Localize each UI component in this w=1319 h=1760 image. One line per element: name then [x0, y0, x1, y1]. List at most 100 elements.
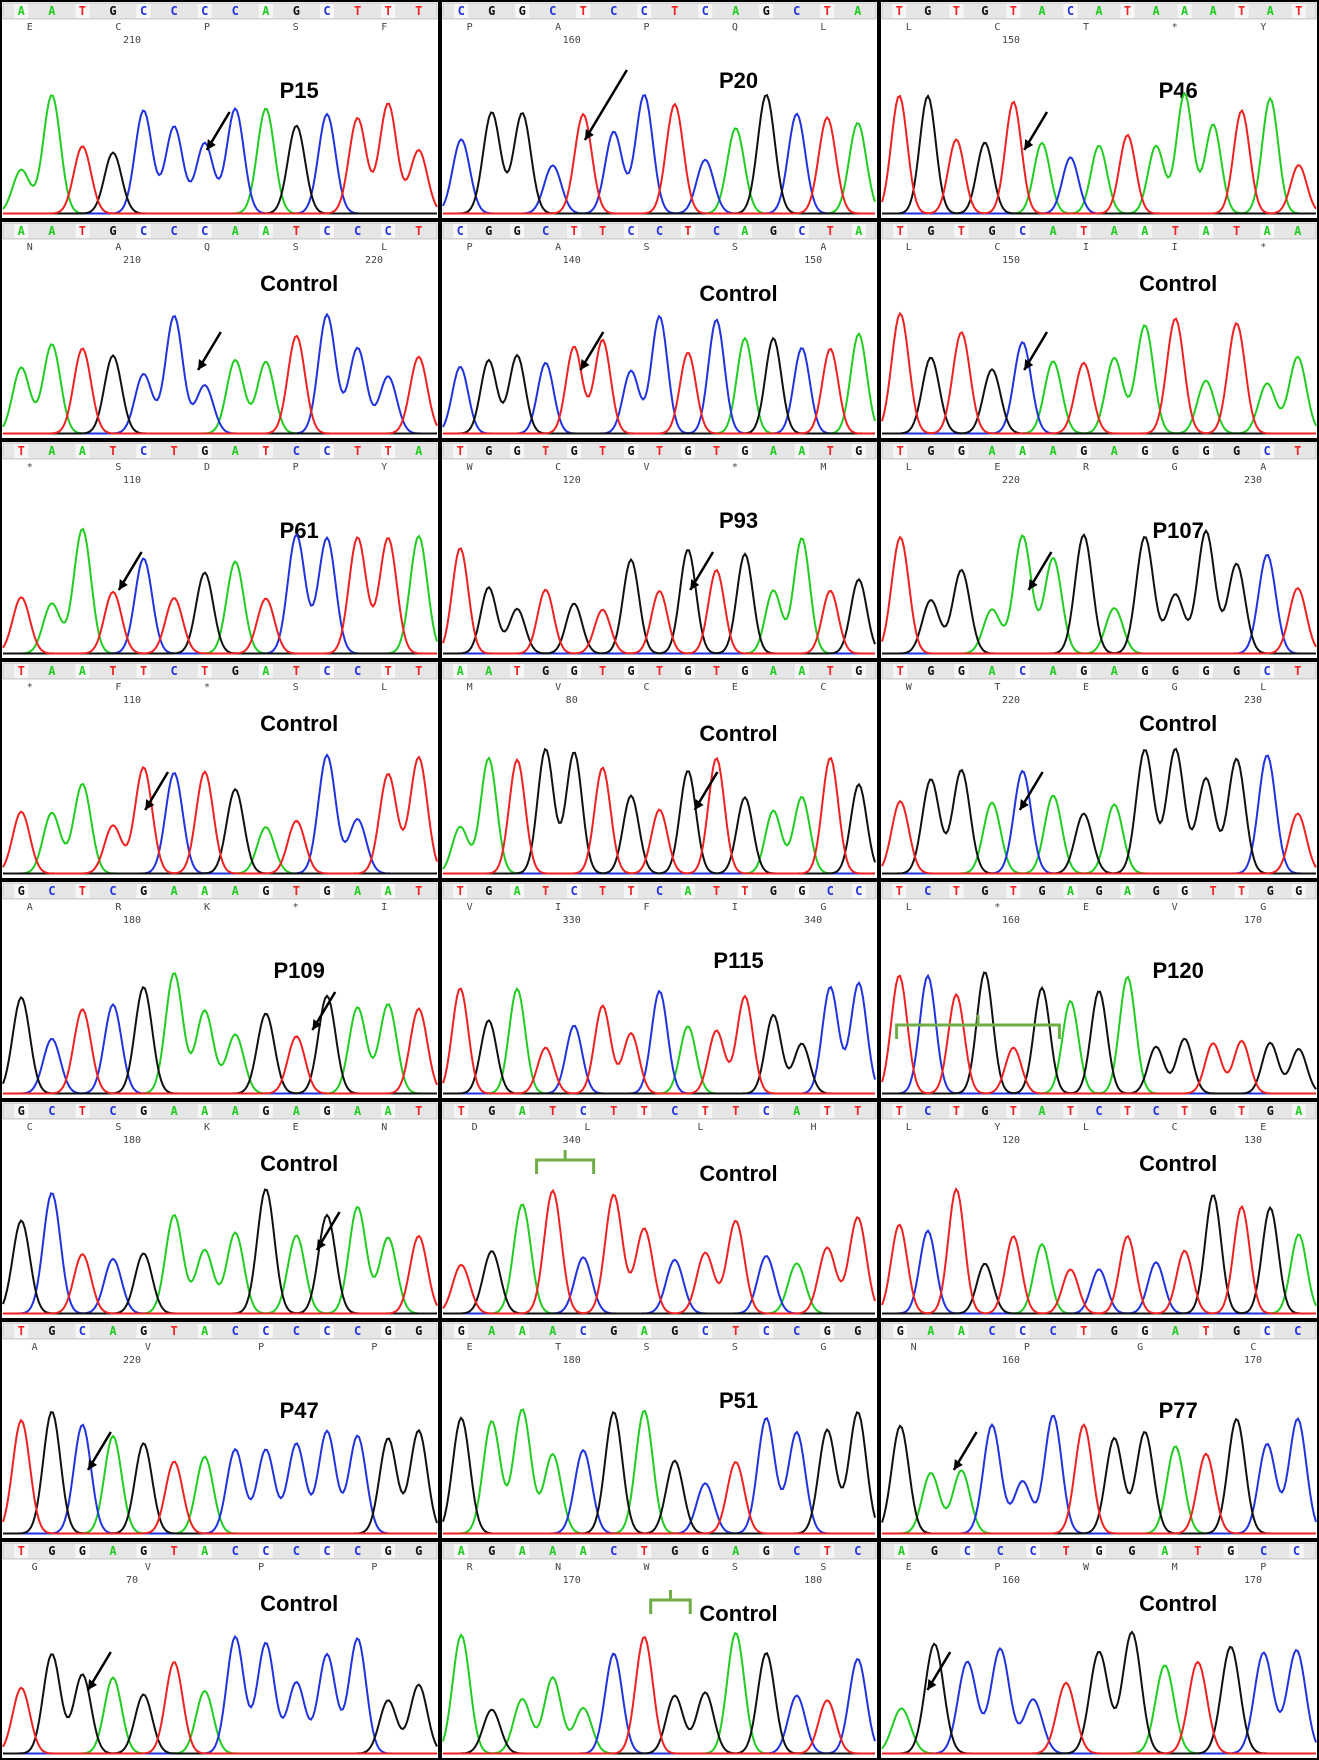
- base-letter: C: [656, 884, 663, 898]
- base-letter: A: [262, 664, 270, 678]
- base-letter: T: [824, 4, 831, 18]
- base-letter: G: [1233, 444, 1240, 458]
- amino-acid: P: [204, 22, 210, 33]
- sample-label: Control: [699, 281, 777, 306]
- base-letter: T: [656, 444, 663, 458]
- panel: AATGCCCCAGCTTTECPSF210P15: [1, 1, 439, 219]
- base-letter: C: [580, 1324, 587, 1338]
- position-number: 220: [123, 1355, 141, 1366]
- base-letter: G: [385, 1324, 392, 1338]
- amino-acid: L: [906, 22, 912, 33]
- base-letter: G: [855, 444, 862, 458]
- base-letter: T: [1080, 224, 1087, 238]
- base-letter: T: [953, 4, 960, 18]
- base-letter: G: [927, 444, 934, 458]
- base-letter: T: [18, 1324, 25, 1338]
- base-letter: T: [953, 1104, 960, 1118]
- panel: TAATTCTGATCCTT*F*SL110Control: [1, 661, 439, 879]
- base-letter: G: [610, 1324, 617, 1338]
- amino-acid: H: [810, 1122, 816, 1133]
- amino-acid: C: [1172, 1122, 1178, 1133]
- base-letter: G: [1141, 1324, 1148, 1338]
- amino-acid: Y: [381, 462, 387, 473]
- amino-acid: G: [32, 1562, 38, 1573]
- base-letter: C: [79, 1324, 86, 1338]
- panel: TCTGTATCTCTGTGALYLCE120130Control: [880, 1101, 1318, 1319]
- base-strip: [882, 443, 1316, 459]
- base-letter: G: [18, 1104, 25, 1118]
- base-letter: T: [1181, 1104, 1188, 1118]
- panel: AGAAACTGGAGCTCRNWSS170180Control: [441, 1541, 878, 1759]
- amino-acid: P: [643, 22, 649, 33]
- base-letter: C: [542, 224, 549, 238]
- base-letter: T: [79, 4, 86, 18]
- base-letter: A: [201, 1544, 209, 1558]
- base-letter: G: [48, 1324, 55, 1338]
- sample-label: Control: [1139, 1151, 1217, 1176]
- base-letter: G: [1202, 664, 1209, 678]
- base-strip: [882, 663, 1316, 679]
- base-strip: [3, 443, 437, 459]
- base-letter: G: [385, 1544, 392, 1558]
- base-letter: T: [385, 4, 392, 18]
- base-letter: T: [656, 664, 663, 678]
- position-number: 160: [1002, 1575, 1020, 1586]
- base-letter: T: [457, 884, 464, 898]
- sample-label: P15: [280, 78, 319, 103]
- base-letter: G: [897, 1324, 904, 1338]
- base-letter: A: [354, 1104, 362, 1118]
- panel: GAACCCTGGATGCCNPGC160170P77: [880, 1321, 1318, 1539]
- amino-acid: A: [555, 242, 561, 253]
- base-letter: A: [488, 1324, 496, 1338]
- base-letter: T: [1294, 444, 1301, 458]
- base-letter: C: [232, 4, 239, 18]
- base-letter: C: [1294, 1324, 1301, 1338]
- base-letter: C: [793, 4, 800, 18]
- base-letter: G: [1152, 884, 1159, 898]
- base-letter: T: [293, 664, 300, 678]
- base-letter: A: [171, 1104, 179, 1118]
- base-letter: A: [201, 1104, 209, 1118]
- base-letter: T: [1238, 884, 1245, 898]
- base-letter: C: [798, 224, 805, 238]
- base-letter: C: [109, 1104, 116, 1118]
- amino-acid: Q: [204, 242, 210, 253]
- base-letter: A: [293, 1104, 301, 1118]
- amino-acid: P: [371, 1562, 377, 1573]
- panel-frame: [1, 441, 439, 659]
- base-letter: G: [854, 1324, 861, 1338]
- position-number: 160: [1002, 915, 1020, 926]
- base-letter: C: [1264, 664, 1271, 678]
- sample-label: Control: [1139, 1591, 1217, 1616]
- amino-acid: P: [1260, 1562, 1266, 1573]
- amino-acid: E: [293, 1122, 299, 1133]
- amino-acid: *: [293, 902, 299, 913]
- base-letter: C: [1264, 444, 1271, 458]
- amino-acid: A: [1260, 462, 1266, 473]
- base-letter: G: [1267, 1104, 1274, 1118]
- base-letter: C: [702, 1324, 709, 1338]
- amino-acid: C: [115, 22, 121, 33]
- base-letter: T: [1124, 1104, 1131, 1118]
- base-letter: C: [48, 1104, 55, 1118]
- base-letter: G: [109, 224, 116, 238]
- base-letter: C: [171, 664, 178, 678]
- amino-acid: M: [820, 462, 826, 473]
- base-letter: A: [1141, 224, 1149, 238]
- base-letter: C: [793, 1324, 800, 1338]
- base-letter: T: [79, 224, 86, 238]
- base-letter: G: [958, 664, 965, 678]
- amino-acid: R: [1083, 462, 1090, 473]
- position-number: 160: [1002, 1355, 1020, 1366]
- base-letter: T: [897, 224, 904, 238]
- base-letter: G: [1095, 1544, 1102, 1558]
- panel: TGGACAGAGGGGCTWTEGL220230Control: [880, 661, 1318, 879]
- base-letter: C: [1293, 1544, 1300, 1558]
- base-letter: C: [702, 4, 709, 18]
- panel: TGGTGTGTGTGAATGWCV*M120P93: [441, 441, 878, 659]
- base-letter: C: [1050, 1324, 1057, 1338]
- base-letter: T: [713, 664, 720, 678]
- base-letter: A: [580, 1544, 588, 1558]
- base-letter: C: [140, 4, 147, 18]
